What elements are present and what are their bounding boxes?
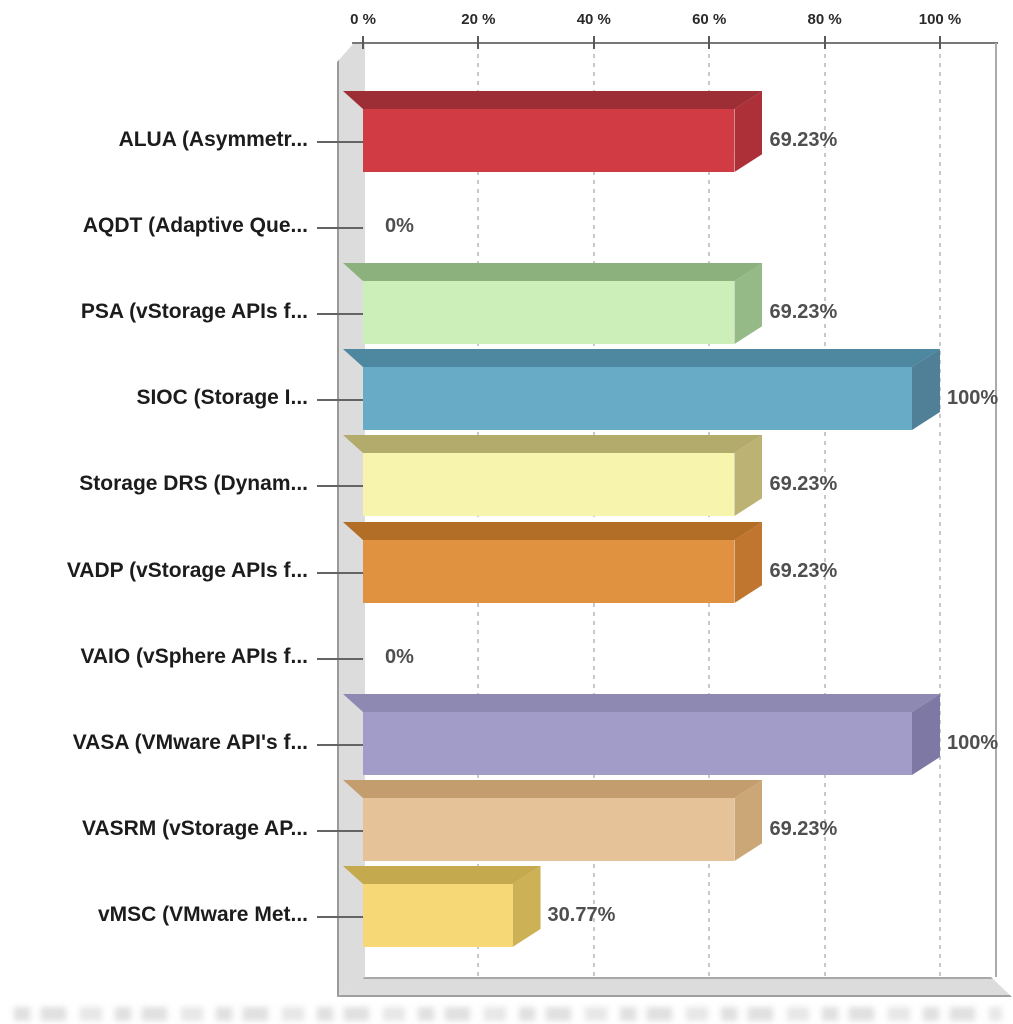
gridline <box>939 45 941 977</box>
axis-tick-mark <box>477 36 480 49</box>
bar-front-face <box>363 367 912 430</box>
bar-top-face <box>343 522 763 540</box>
category-label: VAIO (vSphere APIs f... <box>80 645 308 668</box>
category-label: ALUA (Asymmetr... <box>118 128 308 151</box>
category-label: Storage DRS (Dynam... <box>79 472 308 495</box>
bar-top-face <box>343 349 940 367</box>
bar-value-label: 100% <box>947 732 999 754</box>
bar-top-face <box>343 780 763 798</box>
axis-tick-mark <box>823 36 826 49</box>
category-tick-dash <box>317 572 363 574</box>
axis-tick-label: 40 % <box>576 11 611 28</box>
bar-top-face <box>343 435 763 453</box>
category-tick-dash <box>317 830 363 832</box>
category-tick-dash <box>317 399 363 401</box>
bar-front-face <box>363 712 912 775</box>
bar <box>343 435 763 516</box>
bar-value-label: 0% <box>385 646 414 668</box>
category-tick-dash <box>317 916 363 918</box>
bar-front-face <box>363 798 735 861</box>
bar-top-face <box>343 91 763 109</box>
x-axis-line <box>352 42 998 44</box>
bar-top-face <box>343 263 763 281</box>
category-tick-dash <box>317 485 363 487</box>
category-label: vMSC (VMware Met... <box>97 903 308 926</box>
bar <box>343 349 940 430</box>
category-label: VASA (VMware API's f... <box>72 731 308 754</box>
gridline <box>823 45 826 977</box>
bar-front-face <box>363 281 735 344</box>
bar-value-label: 69.23% <box>769 129 838 151</box>
axis-tick-label: 80 % <box>807 11 842 28</box>
category-label: VASRM (vStorage AP... <box>82 817 308 840</box>
bar <box>343 91 763 172</box>
category-label: AQDT (Adaptive Que... <box>82 214 308 237</box>
blurred-caption-artifact <box>14 1007 1002 1021</box>
bar-value-label: 69.23% <box>769 560 838 582</box>
plot-right-border <box>995 43 997 977</box>
category-tick-dash <box>317 227 363 229</box>
bar-value-label: 69.23% <box>769 473 838 495</box>
category-tick-dash <box>317 141 363 143</box>
axis-tick-mark <box>592 36 595 49</box>
bar-value-label: 69.23% <box>769 301 838 323</box>
bar <box>343 263 763 344</box>
bar-value-label: 100% <box>947 387 999 409</box>
bar-value-label: 69.23% <box>769 818 838 840</box>
bar <box>343 866 541 947</box>
bar-value-label: 0% <box>385 215 414 237</box>
bar <box>343 694 940 775</box>
bar <box>343 522 763 603</box>
category-tick-dash <box>317 313 363 315</box>
category-tick-dash <box>317 744 363 746</box>
bar-top-face <box>343 866 541 884</box>
bar <box>343 780 763 861</box>
axis-tick-mark <box>939 36 941 49</box>
category-tick-dash <box>317 658 363 660</box>
bar-value-label: 30.77% <box>547 904 616 926</box>
bar-front-face <box>363 453 735 516</box>
chart-floor <box>337 977 1012 997</box>
axis-tick-label: 60 % <box>692 11 727 28</box>
category-label: SIOC (Storage I... <box>136 386 308 409</box>
chart-left-wall <box>337 43 365 997</box>
bar-front-face <box>363 109 735 172</box>
bar-top-face <box>343 694 940 712</box>
axis-tick-label: 100 % <box>918 11 962 28</box>
category-label: VADP (vStorage APIs f... <box>66 559 308 582</box>
axis-tick-mark <box>362 36 364 49</box>
bar-front-face <box>363 884 513 947</box>
axis-tick-label: 20 % <box>461 11 496 28</box>
axis-tick-mark <box>708 36 711 49</box>
bar-front-face <box>363 540 735 603</box>
category-label: PSA (vStorage APIs f... <box>80 300 308 323</box>
axis-tick-label: 0 % <box>350 11 376 28</box>
